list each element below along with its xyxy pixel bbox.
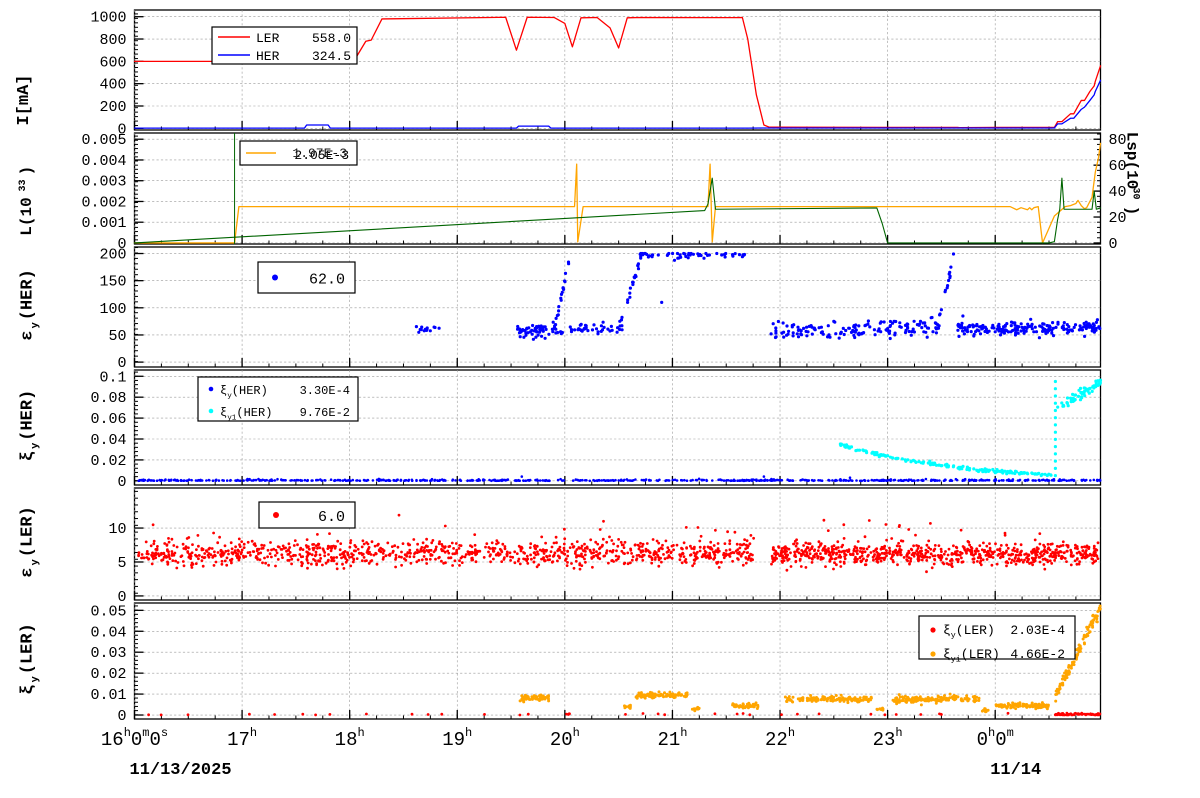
svg-text:0: 0 [977,729,988,751]
svg-text:): ) [1123,206,1141,216]
svg-text:21: 21 [657,729,680,751]
svg-text:62.0: 62.0 [309,272,345,289]
svg-text:0.02: 0.02 [90,666,126,683]
svg-text:600: 600 [99,54,126,71]
svg-text:y1: y1 [227,414,237,422]
svg-text:(HER): (HER) [236,406,272,420]
svg-text:558.0: 558.0 [312,31,351,46]
svg-text:324.5: 324.5 [312,49,351,64]
svg-text:ξ: ξ [19,685,38,695]
svg-text:h: h [788,726,795,740]
svg-text:ξ: ξ [943,647,951,662]
svg-text:h: h [250,726,257,740]
svg-text:HER: HER [256,49,280,64]
svg-text:23: 23 [873,729,896,751]
svg-text:Lsp(10: Lsp(10 [1123,132,1141,190]
svg-text:0.002: 0.002 [81,194,126,211]
svg-text:22: 22 [765,729,788,751]
svg-text:50: 50 [108,328,126,345]
svg-text:0.1: 0.1 [99,369,126,386]
svg-text:I[mA]: I[mA] [15,74,34,125]
svg-text:11/13/2025: 11/13/2025 [130,761,232,780]
svg-text:0.005: 0.005 [81,132,126,149]
svg-text:1.97E-3: 1.97E-3 [292,146,347,161]
svg-text:h: h [988,726,995,740]
svg-text:0: 0 [117,708,126,725]
svg-text:LER: LER [256,31,280,46]
svg-text:0.02: 0.02 [90,453,126,470]
svg-text:ξ: ξ [220,384,227,398]
svg-text:s: s [161,726,168,740]
svg-text:20: 20 [550,729,573,751]
svg-text:h: h [680,726,687,740]
svg-text:y: y [30,322,42,329]
svg-text:ξ: ξ [220,406,227,420]
svg-text:h: h [895,726,902,740]
svg-text:0.08: 0.08 [90,390,126,407]
svg-text:0: 0 [131,729,142,751]
svg-text:0: 0 [150,729,161,751]
svg-text:(LER): (LER) [956,623,995,638]
svg-text:800: 800 [99,32,126,49]
svg-text:h: h [124,726,131,740]
svg-text:19: 19 [442,729,465,751]
svg-text:h: h [357,726,364,740]
svg-text:ε: ε [19,331,38,341]
svg-text:9.76E-2: 9.76E-2 [300,406,350,420]
svg-text:6.0: 6.0 [318,509,345,526]
svg-text:ξ: ξ [19,451,38,461]
svg-text:m: m [1007,726,1014,740]
svg-text:16: 16 [101,729,124,751]
svg-text:18: 18 [335,729,358,751]
svg-text:y: y [30,676,42,683]
svg-text:h: h [573,726,580,740]
svg-text:200: 200 [99,247,126,264]
svg-text:(HER): (HER) [19,390,38,441]
svg-text:0.03: 0.03 [90,645,126,662]
svg-text:33: 33 [18,179,29,191]
svg-text:200: 200 [99,99,126,116]
svg-text:0.004: 0.004 [81,153,126,170]
svg-text:4.66E-2: 4.66E-2 [1010,647,1065,662]
svg-text:0.01: 0.01 [90,687,126,704]
svg-text:17: 17 [227,729,250,751]
svg-text:L(10: L(10 [18,197,36,235]
svg-text:10: 10 [108,521,126,538]
svg-text:ξ: ξ [943,623,951,638]
svg-text:(LER): (LER) [961,647,1000,662]
svg-text:0.001: 0.001 [81,215,126,232]
svg-text:y: y [30,559,42,566]
svg-text:m: m [142,726,149,740]
svg-text:0.003: 0.003 [81,174,126,191]
svg-text:400: 400 [99,77,126,94]
svg-text:0: 0 [117,474,126,491]
svg-text:yi: yi [951,655,961,665]
svg-text:5: 5 [117,555,126,572]
svg-text:(HER): (HER) [19,269,38,320]
svg-text:ε: ε [19,568,38,578]
svg-text:0.04: 0.04 [90,624,126,641]
svg-text:0.05: 0.05 [90,603,126,620]
svg-text:h: h [465,726,472,740]
svg-text:0.04: 0.04 [90,432,126,449]
svg-text:y: y [30,442,42,449]
svg-text:0: 0 [995,729,1006,751]
svg-text:1000: 1000 [90,10,126,27]
svg-text:30: 30 [1130,187,1141,199]
svg-text:0: 0 [1109,236,1118,253]
svg-text:11/14: 11/14 [990,761,1041,780]
svg-text:150: 150 [99,274,126,291]
svg-text:): ) [18,166,36,176]
svg-text:2.03E-4: 2.03E-4 [1010,623,1065,638]
svg-text:(HER): (HER) [232,384,268,398]
svg-text:(LER): (LER) [19,623,38,674]
svg-text:(LER): (LER) [19,506,38,557]
svg-text:0.06: 0.06 [90,411,126,428]
svg-text:100: 100 [99,301,126,318]
svg-text:3.30E-4: 3.30E-4 [300,384,350,398]
